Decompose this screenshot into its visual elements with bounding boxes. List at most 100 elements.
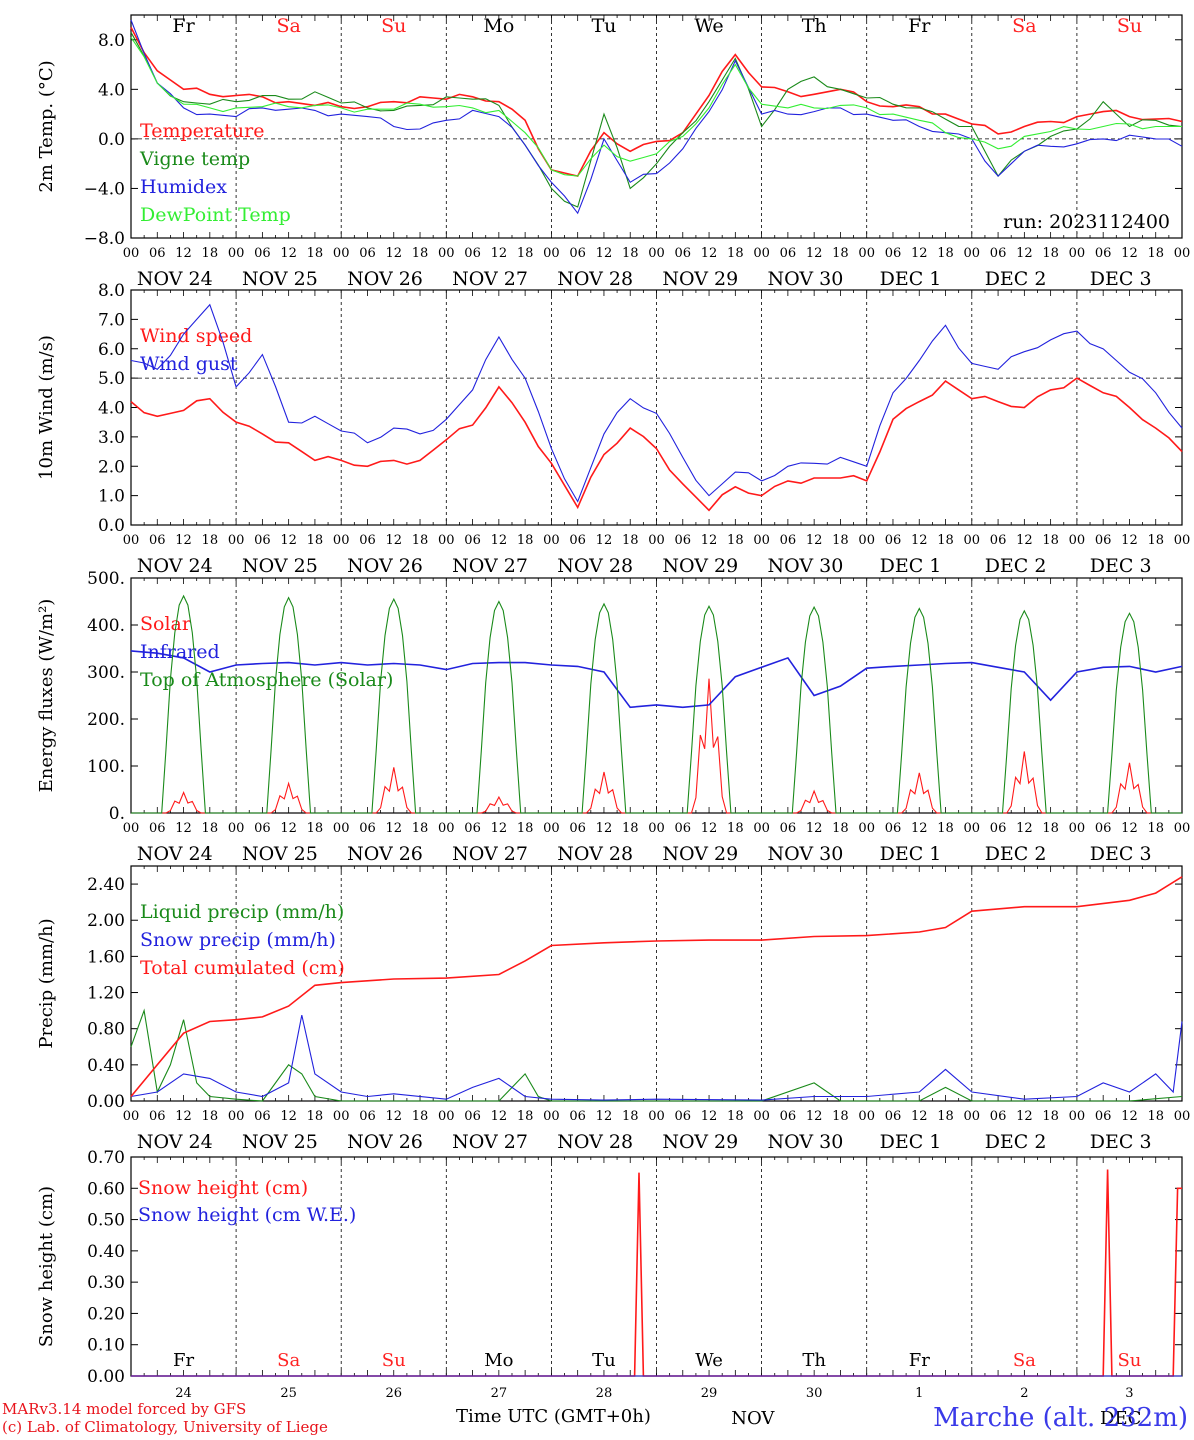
run-label: run: 2023112400 — [1003, 211, 1170, 233]
series-line — [130, 32, 1183, 208]
hour-tick-label: 12 — [1121, 821, 1138, 836]
date-number-label: 27 — [491, 1386, 508, 1401]
hour-tick-label: 00 — [543, 1109, 560, 1124]
date-label: NOV 25 — [242, 268, 318, 290]
hour-tick-label: 00 — [228, 821, 245, 836]
date-label: NOV 28 — [557, 843, 633, 865]
hour-tick-label: 12 — [280, 533, 297, 548]
hour-tick-label: 12 — [701, 533, 718, 548]
panel-3: 500. 400. 300. 200. 100. 0. Energy fluxes (W/m… — [36, 569, 1190, 865]
station-name: Marche (alt. 232m) — [933, 1403, 1188, 1433]
hour-tick-label: 00 — [648, 533, 665, 548]
date-label: NOV 26 — [347, 555, 423, 577]
legend-entry: Top of Atmosphere (Solar) — [140, 669, 393, 691]
hour-tick-label: 06 — [464, 246, 481, 261]
hour-tick-label: 12 — [701, 821, 718, 836]
hour-tick-label: 18 — [727, 821, 744, 836]
hour-tick-label: 06 — [885, 246, 902, 261]
legend-entry: Snow precip (mm/h) — [140, 929, 336, 951]
hour-tick-label: 06 — [359, 821, 376, 836]
hour-tick-label: 00 — [438, 821, 455, 836]
hour-tick-label: 18 — [727, 1109, 744, 1124]
date-label: NOV 30 — [767, 268, 843, 290]
hour-tick-label: 00 — [964, 821, 981, 836]
hour-tick-label: 12 — [1016, 533, 1033, 548]
y-tick-label: 4.0 — [98, 399, 125, 419]
hour-tick-label: 00 — [964, 533, 981, 548]
date-label: NOV 25 — [242, 555, 318, 577]
hour-tick-label: 12 — [175, 1109, 192, 1124]
hour-tick-label: 00 — [1069, 1109, 1086, 1124]
date-label: NOV 27 — [452, 268, 528, 290]
date-label: NOV 27 — [452, 555, 528, 577]
hour-tick-label: 12 — [596, 246, 613, 261]
hour-tick-label: 06 — [149, 1109, 166, 1124]
hour-tick-label: 06 — [780, 821, 797, 836]
hour-tick-label: 12 — [596, 533, 613, 548]
hour-tick-label: 00 — [438, 246, 455, 261]
hour-tick-label: 18 — [622, 246, 639, 261]
hour-tick-label: 18 — [937, 246, 954, 261]
hour-tick-label: 06 — [990, 1109, 1007, 1124]
hour-tick-label: 18 — [307, 821, 324, 836]
day-label: Tu — [592, 1350, 616, 1371]
hour-tick-label: 00 — [333, 1109, 350, 1124]
hour-tick-label: 12 — [175, 246, 192, 261]
hour-tick-label: 12 — [175, 533, 192, 548]
hour-tick-label: 18 — [412, 533, 429, 548]
hour-tick-label: 06 — [254, 533, 271, 548]
date-label: DEC 3 — [1090, 268, 1152, 290]
hour-tick-label: 06 — [885, 821, 902, 836]
y-tick-label: 2.40 — [87, 875, 125, 895]
date-label: DEC 3 — [1090, 1131, 1152, 1153]
series-line — [130, 377, 1183, 512]
date-label: DEC 1 — [880, 555, 942, 577]
hour-tick-label: 06 — [149, 821, 166, 836]
hour-tick-label: 18 — [202, 533, 219, 548]
hour-tick-label: 18 — [307, 1109, 324, 1124]
hour-tick-label: 00 — [858, 533, 875, 548]
y-tick-label: 5.0 — [98, 369, 125, 389]
hour-tick-label: 18 — [202, 1109, 219, 1124]
date-number-label: 2 — [1020, 1386, 1028, 1401]
y-tick-label: 4.0 — [98, 80, 125, 100]
day-label: Fr — [173, 1350, 194, 1371]
hour-tick-label: 12 — [491, 246, 508, 261]
y-tick-label: 8.0 — [98, 281, 125, 301]
hour-tick-label: 06 — [675, 821, 692, 836]
hour-tick-label: 18 — [412, 821, 429, 836]
date-label: NOV 25 — [242, 843, 318, 865]
hour-tick-label: 12 — [701, 246, 718, 261]
hour-tick-label: 06 — [359, 246, 376, 261]
hour-tick-label: 06 — [569, 246, 586, 261]
hour-tick-label: 06 — [780, 533, 797, 548]
hour-tick-label: 18 — [832, 1109, 849, 1124]
hour-tick-label: 12 — [1121, 1109, 1138, 1124]
hour-tick-label: 06 — [149, 246, 166, 261]
hour-tick-label: 00 — [753, 533, 770, 548]
hour-tick-label: 12 — [385, 533, 402, 548]
series-line — [130, 19, 1183, 215]
hour-tick-label: 00 — [1174, 1109, 1191, 1124]
date-number-label: 26 — [385, 1386, 402, 1401]
series-line — [130, 876, 1183, 1098]
hour-tick-label: 06 — [675, 533, 692, 548]
series-line — [130, 1014, 1183, 1101]
hour-tick-label: 00 — [543, 246, 560, 261]
hour-tick-label: 18 — [517, 246, 534, 261]
hour-tick-label: 12 — [806, 533, 823, 548]
series-line — [130, 27, 1183, 178]
hour-tick-label: 06 — [254, 246, 271, 261]
hour-tick-label: 18 — [937, 821, 954, 836]
date-label: NOV 26 — [347, 843, 423, 865]
hour-tick-label: 18 — [202, 821, 219, 836]
y-tick-label: −8.0 — [84, 229, 125, 249]
hour-tick-label: 00 — [648, 1109, 665, 1124]
hour-tick-label: 06 — [990, 533, 1007, 548]
legend-entry: Temperature — [140, 120, 264, 142]
month-label: DEC — [1100, 1408, 1141, 1429]
hour-tick-label: 00 — [228, 1109, 245, 1124]
hour-tick-label: 18 — [937, 1109, 954, 1124]
hour-tick-label: 06 — [569, 821, 586, 836]
y-tick-label: 200. — [87, 710, 125, 730]
